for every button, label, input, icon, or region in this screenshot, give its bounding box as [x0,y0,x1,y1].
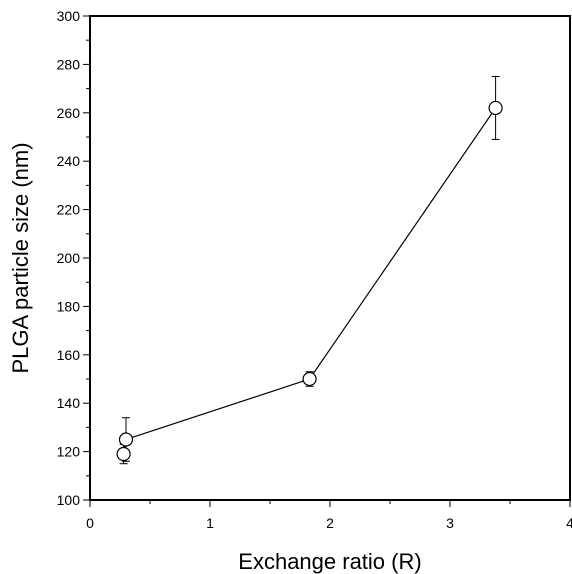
y-tick-label: 180 [57,298,81,314]
y-tick-label: 140 [57,395,81,411]
y-axis-title: PLGA particle size (nm) [8,142,33,373]
x-axis-title: Exchange ratio (R) [238,549,421,574]
x-tick-label: 4 [566,515,572,531]
y-tick-label: 100 [57,492,81,508]
data-point [116,446,131,462]
x-tick-label: 1 [206,515,214,531]
y-tick-label: 300 [57,8,81,24]
y-tick-label: 220 [57,202,81,218]
x-tick-label: 3 [446,515,454,531]
series-line [123,107,497,455]
tick-marks [83,15,571,507]
y-tick-label: 200 [57,250,81,266]
x-tick-label: 2 [326,515,334,531]
data-point [302,371,317,387]
x-tick-label: 0 [86,515,94,531]
series-group [116,76,503,465]
data-point [118,432,134,447]
y-tick-label: 240 [57,153,81,169]
y-tick-label: 120 [57,444,81,460]
y-tick-label: 260 [57,105,81,121]
data-point [488,100,503,116]
y-tick-label: 160 [57,347,81,363]
tick-labels: 100 120 140 160 180 200 220 240 260 280 300 0 1 2 3 4 [57,8,572,531]
y-tick-label: 280 [57,56,81,72]
